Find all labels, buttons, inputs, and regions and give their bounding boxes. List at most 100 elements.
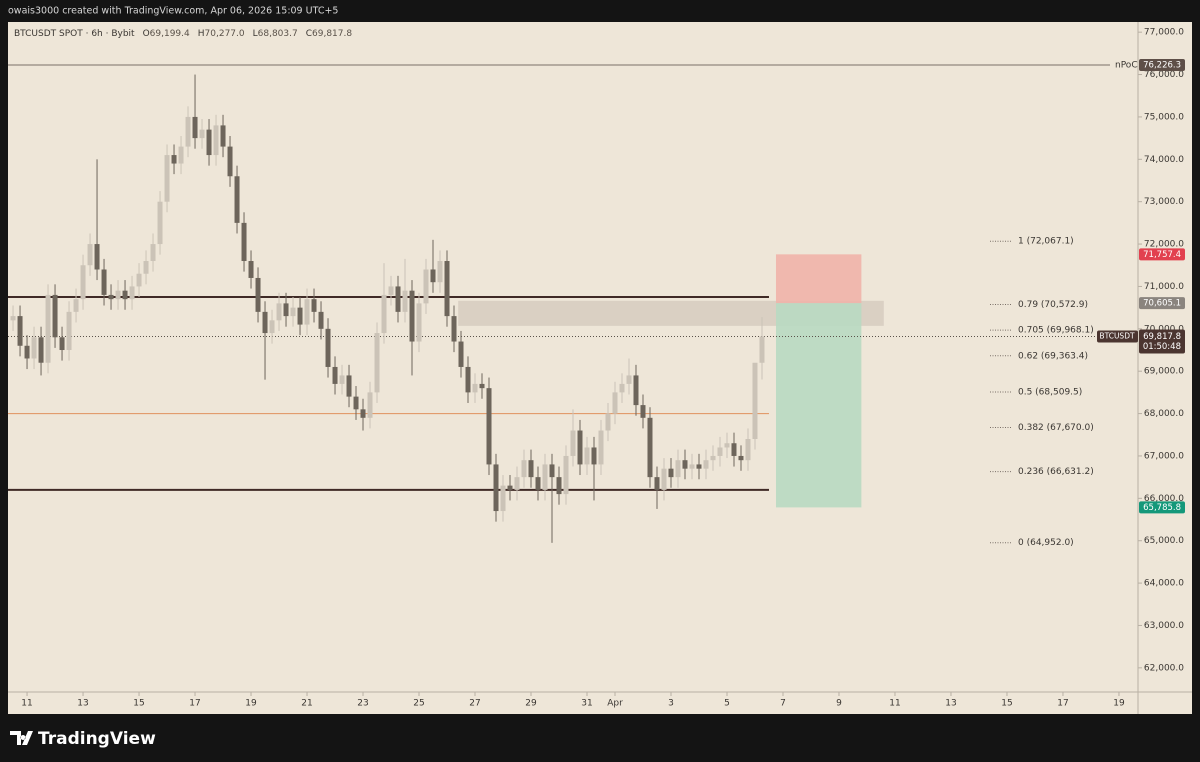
- target-zone: [775, 303, 862, 508]
- fib-label: 0.62 (69,363.4): [1018, 351, 1088, 361]
- candle-body: [437, 261, 443, 283]
- candle-body: [346, 375, 352, 397]
- candle-body: [654, 477, 660, 490]
- candle-body: [234, 176, 240, 223]
- candle-body: [486, 388, 492, 465]
- candle-body: [381, 294, 387, 334]
- candle-body: [248, 261, 254, 278]
- candle-body: [682, 460, 688, 469]
- x-tick-label: 29: [525, 699, 537, 709]
- y-tick-label: 73,000.0: [1144, 197, 1184, 207]
- candle-body: [150, 244, 156, 262]
- candle-body: [388, 286, 394, 295]
- ohlc-value: 70,277.0: [205, 29, 245, 39]
- candle-body: [514, 477, 520, 490]
- candle-body: [647, 417, 653, 478]
- x-tick-label: Apr: [607, 699, 623, 709]
- y-tick-label: 63,000.0: [1144, 621, 1184, 631]
- candle-body: [563, 455, 569, 495]
- target-badge-bg: [1139, 501, 1185, 514]
- candle-body: [752, 362, 758, 440]
- candle-body: [640, 405, 646, 418]
- candle-body: [759, 336, 765, 363]
- candle-body: [535, 477, 541, 490]
- candle-body: [542, 464, 548, 490]
- x-tick-label: 9: [836, 699, 842, 709]
- candle-body: [577, 430, 583, 465]
- candle-body: [213, 125, 219, 156]
- candle-body: [108, 294, 114, 300]
- y-tick-label: 72,000.0: [1144, 240, 1184, 250]
- candle-body: [255, 277, 261, 312]
- candle-body: [374, 333, 380, 393]
- x-tick-label: 7: [780, 699, 786, 709]
- x-tick-label: 31: [581, 699, 592, 709]
- candle-body: [605, 413, 611, 431]
- candle-body: [584, 447, 590, 465]
- current-price: 69,817.8: [1143, 332, 1181, 342]
- current-badge-bg: [1139, 329, 1185, 354]
- candle-body: [626, 375, 632, 384]
- candle-body: [668, 468, 674, 478]
- logo-icon: [10, 731, 33, 745]
- candle-body: [325, 328, 331, 367]
- candle-body: [311, 299, 317, 312]
- candle-body: [157, 201, 163, 245]
- symbol-tag: BTCUSDT: [1099, 332, 1135, 341]
- candle-body: [304, 299, 310, 325]
- x-tick-label: 21: [301, 699, 312, 709]
- candle-body: [353, 396, 359, 410]
- candle-body: [402, 290, 408, 312]
- x-tick-label: 13: [77, 699, 88, 709]
- candle-body: [472, 383, 478, 393]
- candle-body: [703, 460, 709, 469]
- x-tick-label: 17: [189, 699, 200, 709]
- fib-label: 0 (64,952.0): [1018, 538, 1074, 548]
- y-tick-label: 62,000.0: [1144, 663, 1184, 673]
- candle-body: [556, 477, 562, 495]
- candle-body: [360, 409, 366, 418]
- entry-badge: 70,605.1: [1143, 299, 1181, 309]
- y-tick-label: 64,000.0: [1144, 579, 1184, 589]
- fib-label: 0.5 (68,509.5): [1018, 387, 1082, 397]
- candle-body: [416, 303, 422, 342]
- candle-body: [661, 468, 667, 490]
- target-badge: 65,785.8: [1143, 503, 1181, 513]
- y-tick-label: 67,000.0: [1144, 451, 1184, 461]
- candle-body: [598, 430, 604, 465]
- candle-body: [206, 129, 212, 156]
- candle-body: [339, 375, 345, 384]
- candle-body: [689, 464, 695, 469]
- stop-zone: [775, 254, 862, 304]
- ohlc-key: H: [198, 29, 205, 39]
- candle-body: [269, 320, 275, 334]
- candle-body: [262, 311, 268, 334]
- x-tick-label: 17: [1057, 699, 1068, 709]
- y-tick-label: 75,000.0: [1144, 112, 1184, 122]
- candle-body: [451, 316, 457, 342]
- candle-body: [122, 290, 128, 300]
- x-tick-label: 19: [1113, 699, 1125, 709]
- candle-body: [17, 316, 23, 346]
- candle-body: [220, 125, 226, 147]
- candle-body: [31, 337, 37, 359]
- legend: BTCUSDT SPOT · 6h · Bybit O69,199.4 H70,27…: [14, 29, 352, 39]
- candle-body: [332, 366, 338, 384]
- brand-logo: TradingView: [10, 729, 156, 749]
- y-tick-label: 71,000.0: [1144, 282, 1184, 292]
- candle-body: [143, 261, 149, 274]
- candle-body: [731, 443, 737, 456]
- ohlc-value: 68,803.7: [258, 29, 298, 39]
- candle-body: [479, 383, 485, 389]
- y-tick-label: 69,000.0: [1144, 367, 1184, 377]
- candle-body: [710, 455, 716, 461]
- candle-body: [297, 307, 303, 325]
- stop-badge-bg: [1139, 248, 1185, 261]
- entry-badge-bg: [1139, 297, 1185, 310]
- y-tick-label: 74,000.0: [1144, 155, 1184, 165]
- candle-body: [675, 460, 681, 478]
- countdown: 01:50:48: [1143, 342, 1181, 352]
- candle-body: [24, 345, 30, 359]
- candle-body: [549, 464, 555, 478]
